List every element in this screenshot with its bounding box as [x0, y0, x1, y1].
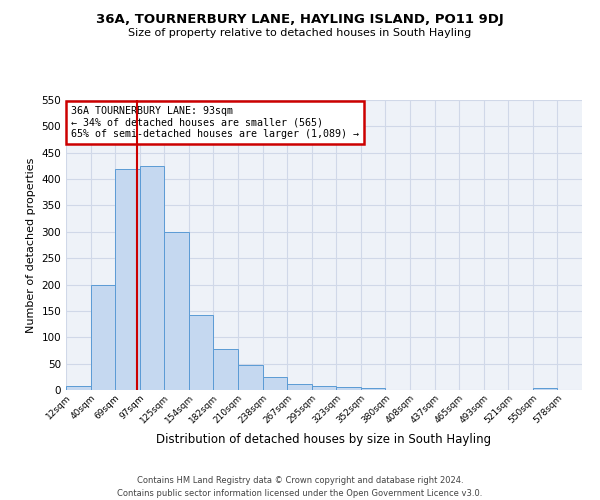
- Text: 36A, TOURNERBURY LANE, HAYLING ISLAND, PO11 9DJ: 36A, TOURNERBURY LANE, HAYLING ISLAND, P…: [96, 12, 504, 26]
- X-axis label: Distribution of detached houses by size in South Hayling: Distribution of detached houses by size …: [157, 433, 491, 446]
- Bar: [91, 284, 115, 390]
- Bar: [263, 377, 287, 390]
- Bar: [312, 386, 336, 390]
- Bar: [140, 166, 164, 390]
- Bar: [164, 232, 189, 390]
- Bar: [336, 387, 361, 390]
- Bar: [189, 314, 214, 390]
- Text: Size of property relative to detached houses in South Hayling: Size of property relative to detached ho…: [128, 28, 472, 38]
- Y-axis label: Number of detached properties: Number of detached properties: [26, 158, 36, 332]
- Bar: [66, 386, 91, 390]
- Bar: [287, 384, 312, 390]
- Bar: [533, 388, 557, 390]
- Bar: [115, 168, 140, 390]
- Text: 36A TOURNERBURY LANE: 93sqm
← 34% of detached houses are smaller (565)
65% of se: 36A TOURNERBURY LANE: 93sqm ← 34% of det…: [71, 106, 359, 139]
- Text: Contains HM Land Registry data © Crown copyright and database right 2024.
Contai: Contains HM Land Registry data © Crown c…: [118, 476, 482, 498]
- Bar: [361, 388, 385, 390]
- Bar: [214, 349, 238, 390]
- Bar: [238, 364, 263, 390]
